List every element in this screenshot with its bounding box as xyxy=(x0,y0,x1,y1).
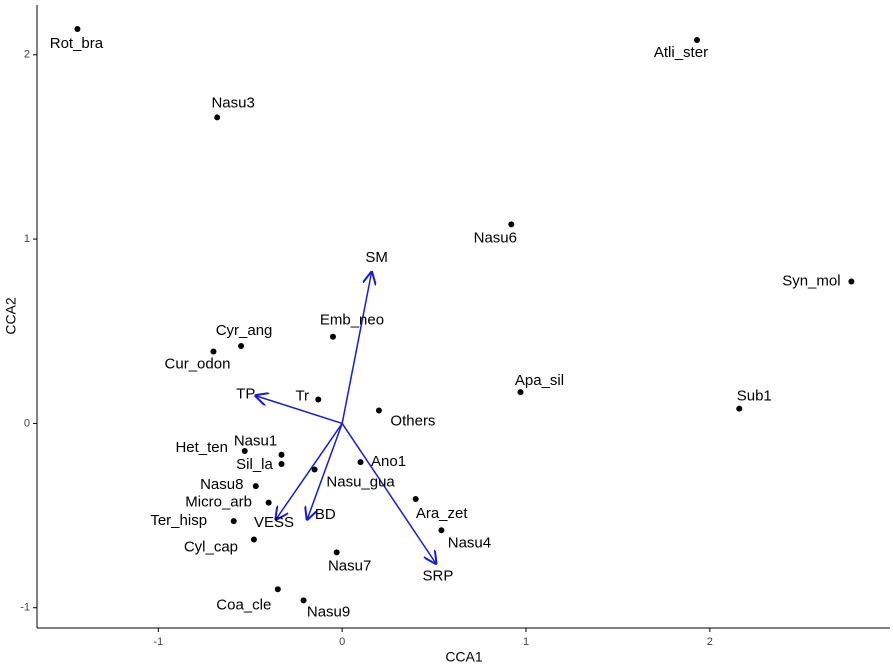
arrow-label: VESS xyxy=(254,514,294,531)
biplot-arrow xyxy=(307,423,343,519)
x-tick-label: 2 xyxy=(707,636,713,648)
point xyxy=(693,37,700,44)
point xyxy=(848,278,855,285)
point xyxy=(736,405,743,412)
point xyxy=(315,396,322,403)
point-label: Tr xyxy=(295,387,309,404)
arrow-label: SRP xyxy=(423,567,454,584)
x-tick-label: 0 xyxy=(339,636,345,648)
y-tick-label: 0 xyxy=(24,417,30,429)
point xyxy=(274,586,281,593)
point xyxy=(311,466,318,473)
point-label: Nasu4 xyxy=(448,534,491,551)
point-label: Others xyxy=(390,412,435,429)
point-label: Syn_mol xyxy=(782,272,840,289)
point-label: Cyl_cap xyxy=(184,538,238,555)
point-label: Ara_zet xyxy=(416,505,469,522)
point-label: Het_ten xyxy=(175,439,228,456)
point-label: Sil_la xyxy=(236,456,273,473)
point-label: Cur_odon xyxy=(165,355,231,372)
point xyxy=(357,459,364,466)
point-label: Emb_neo xyxy=(320,312,384,329)
arrow-label: BD xyxy=(315,506,336,523)
arrow-label: TP xyxy=(236,386,255,403)
point-label: Coa_cle xyxy=(216,596,271,613)
point-label: Nasu_gua xyxy=(326,473,395,490)
point-label: Nasu7 xyxy=(328,557,371,574)
biplot-arrow xyxy=(256,396,343,425)
point xyxy=(329,333,336,340)
biplot-arrow xyxy=(341,422,436,563)
x-tick-label: -1 xyxy=(153,636,163,648)
point-label: Cyr_ang xyxy=(216,322,273,339)
point-label: Nasu3 xyxy=(211,94,254,111)
point-label: Ter_hisp xyxy=(150,512,207,529)
point-label: Nasu9 xyxy=(307,603,350,620)
point xyxy=(250,536,257,543)
biplot-arrow xyxy=(341,272,371,424)
y-tick-label: 1 xyxy=(24,233,30,245)
point xyxy=(210,348,217,355)
x-axis-title: CCA1 xyxy=(445,649,483,665)
point xyxy=(300,597,307,604)
y-axis-title: CCA2 xyxy=(3,297,19,335)
point-label: Atli_ster xyxy=(654,44,708,61)
point-label: Nasu8 xyxy=(200,476,243,493)
arrow-label: SM xyxy=(365,249,388,266)
point-label: Apa_sil xyxy=(515,372,564,389)
point xyxy=(333,549,340,556)
x-tick-label: 1 xyxy=(523,636,529,648)
point xyxy=(412,495,419,502)
point-label: Ano1 xyxy=(371,453,406,470)
point xyxy=(238,342,245,349)
biplot-arrow xyxy=(276,422,343,519)
point-label: Rot_bra xyxy=(50,35,104,52)
point xyxy=(265,499,272,506)
y-tick-label: 2 xyxy=(24,49,30,61)
point xyxy=(375,407,382,414)
point-label: Nasu1 xyxy=(234,433,277,450)
point xyxy=(74,25,81,32)
point xyxy=(278,460,285,467)
point xyxy=(214,114,221,121)
point-label: Nasu6 xyxy=(474,229,517,246)
point xyxy=(517,389,524,396)
point-label: Micro_arb xyxy=(185,494,252,511)
point xyxy=(508,221,515,228)
point-label: Sub1 xyxy=(737,388,772,405)
point xyxy=(230,518,237,525)
point xyxy=(252,483,259,490)
point xyxy=(241,448,248,455)
y-tick-label: -1 xyxy=(20,602,30,614)
point xyxy=(278,451,285,458)
point xyxy=(438,527,445,534)
